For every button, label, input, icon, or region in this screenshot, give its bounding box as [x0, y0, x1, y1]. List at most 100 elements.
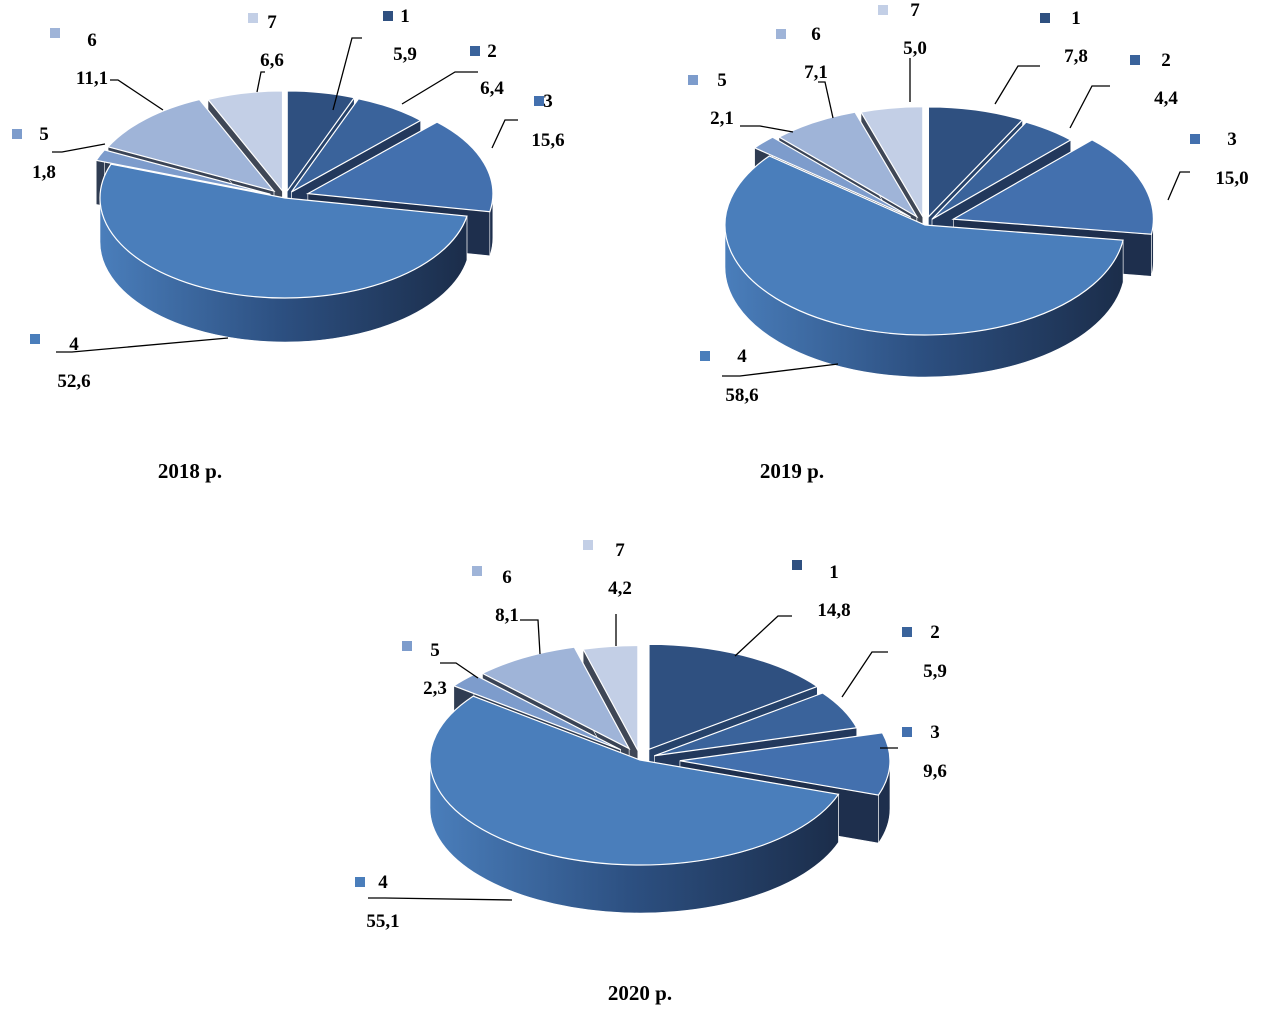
leader-line-1 — [734, 615, 792, 657]
slice-7 — [206, 90, 284, 193]
legend-swatch-2 — [902, 627, 912, 637]
leader-line-3 — [1167, 171, 1190, 201]
leader-line-6 — [520, 619, 541, 655]
pie-chart-2018: 1 5,9 2 6,4 3 15,6 4 52,6 5 1,8 6 11,1 7 6,6 2018 р. — [12, 6, 565, 483]
pie-top — [724, 106, 1154, 336]
slice-1 — [927, 106, 1024, 219]
legend-swatch-7 — [583, 540, 593, 550]
legend-swatch-7 — [248, 13, 258, 23]
slice-2 — [931, 121, 1073, 220]
leader-line-4 — [56, 337, 229, 353]
slice-2 — [291, 98, 422, 193]
data-label-6: 7,1 — [804, 62, 828, 83]
category-label-6: 6 — [87, 30, 97, 51]
leader-line-5 — [740, 125, 794, 133]
pie-labels: 1 7,8 2 4,4 3 15,0 4 58,6 5 2,1 6 7,1 7 5,0 — [688, 0, 1249, 406]
data-label-2: 6,4 — [480, 78, 504, 99]
leader-line-2 — [841, 651, 888, 698]
data-label-2: 4,4 — [1154, 88, 1178, 109]
data-label-1: 14,8 — [817, 600, 850, 621]
category-label-4: 4 — [737, 346, 747, 367]
slice-4 — [99, 163, 468, 299]
legend-swatch-6 — [472, 566, 482, 576]
data-label-5: 2,1 — [710, 108, 734, 129]
data-label-3: 15,6 — [531, 130, 564, 151]
legend-swatch-4 — [355, 877, 365, 887]
data-label-2: 5,9 — [923, 661, 947, 682]
leader-line-1 — [994, 65, 1040, 105]
category-label-7: 7 — [615, 540, 625, 561]
category-label-2: 2 — [487, 41, 497, 62]
slice-2 — [654, 692, 858, 757]
slice-6 — [481, 646, 631, 750]
pie-top — [429, 643, 891, 866]
legend-swatch-2 — [470, 46, 480, 56]
pie-chart-2020: 1 14,8 2 5,9 3 9,6 4 55,1 5 2,3 6 8,1 7 4,2 2020 р. — [355, 540, 947, 1005]
data-label-6: 8,1 — [495, 605, 519, 626]
pie-labels: 1 5,9 2 6,4 3 15,6 4 52,6 5 1,8 6 11,1 7 6,6 — [12, 6, 565, 392]
legend-swatch-3 — [1190, 134, 1200, 144]
category-label-7: 7 — [910, 0, 920, 21]
leader-line-6 — [818, 81, 834, 119]
slice-7 — [582, 644, 639, 751]
category-label-3: 3 — [543, 91, 553, 112]
data-label-3: 9,6 — [923, 761, 947, 782]
leader-line-2 — [401, 71, 478, 105]
pie-top — [95, 90, 494, 299]
legend-swatch-5 — [402, 641, 412, 651]
slice-3 — [305, 121, 494, 213]
leader-line-1 — [332, 37, 362, 111]
data-label-7: 6,6 — [260, 50, 284, 71]
chart-title: 2018 р. — [158, 459, 222, 483]
slice-1 — [648, 643, 819, 751]
leader-line-2 — [1069, 85, 1110, 129]
leader-line-7 — [256, 71, 265, 93]
category-label-3: 3 — [1227, 129, 1237, 150]
data-label-4: 52,6 — [57, 371, 90, 392]
pie-chart-2019: 1 7,8 2 4,4 3 15,0 4 58,6 5 2,1 6 7,1 7 5,0 2019 р. — [688, 0, 1249, 483]
legend-swatch-3 — [534, 96, 544, 106]
legend-swatch-6 — [776, 29, 786, 39]
leader-line-4 — [368, 897, 513, 901]
data-label-7: 4,2 — [608, 578, 632, 599]
chart-title: 2020 р. — [608, 981, 672, 1005]
data-label-3: 15,0 — [1215, 168, 1248, 189]
category-label-1: 1 — [829, 562, 839, 583]
leader-line-6 — [110, 79, 164, 111]
category-label-4: 4 — [378, 872, 388, 893]
legend-swatch-3 — [902, 727, 912, 737]
pie-labels: 1 14,8 2 5,9 3 9,6 4 55,1 5 2,3 6 8,1 7 4,2 — [355, 540, 947, 932]
legend-swatch-5 — [688, 75, 698, 85]
legend-swatch-6 — [50, 28, 60, 38]
slice-7 — [860, 106, 924, 219]
data-label-4: 58,6 — [725, 385, 758, 406]
slice-6 — [106, 98, 276, 193]
category-label-5: 5 — [39, 124, 49, 145]
slice-4 — [429, 695, 840, 866]
slice-5 — [753, 136, 911, 218]
category-label-5: 5 — [430, 640, 440, 661]
legend-swatch-5 — [12, 129, 22, 139]
legend-swatch-4 — [700, 351, 710, 361]
leader-line-5 — [440, 662, 479, 679]
category-label-3: 3 — [930, 722, 940, 743]
category-label-6: 6 — [811, 24, 821, 45]
category-label-2: 2 — [1161, 50, 1171, 71]
data-label-1: 7,8 — [1064, 46, 1088, 67]
chart-title: 2019 р. — [760, 459, 824, 483]
slice-6 — [777, 111, 919, 219]
leader-line-4 — [722, 363, 839, 377]
slice-4 — [724, 155, 1124, 336]
slice-1 — [286, 90, 356, 193]
category-label-7: 7 — [267, 12, 277, 33]
category-label-1: 1 — [400, 6, 410, 27]
category-label-4: 4 — [69, 334, 79, 355]
data-label-6: 11,1 — [76, 68, 108, 89]
legend-swatch-7 — [878, 5, 888, 15]
legend-swatch-1 — [1040, 13, 1050, 23]
slice-3 — [679, 732, 891, 796]
leader-line-3 — [491, 119, 518, 149]
legend-swatch-2 — [1130, 55, 1140, 65]
legend-swatch-1 — [792, 560, 802, 570]
